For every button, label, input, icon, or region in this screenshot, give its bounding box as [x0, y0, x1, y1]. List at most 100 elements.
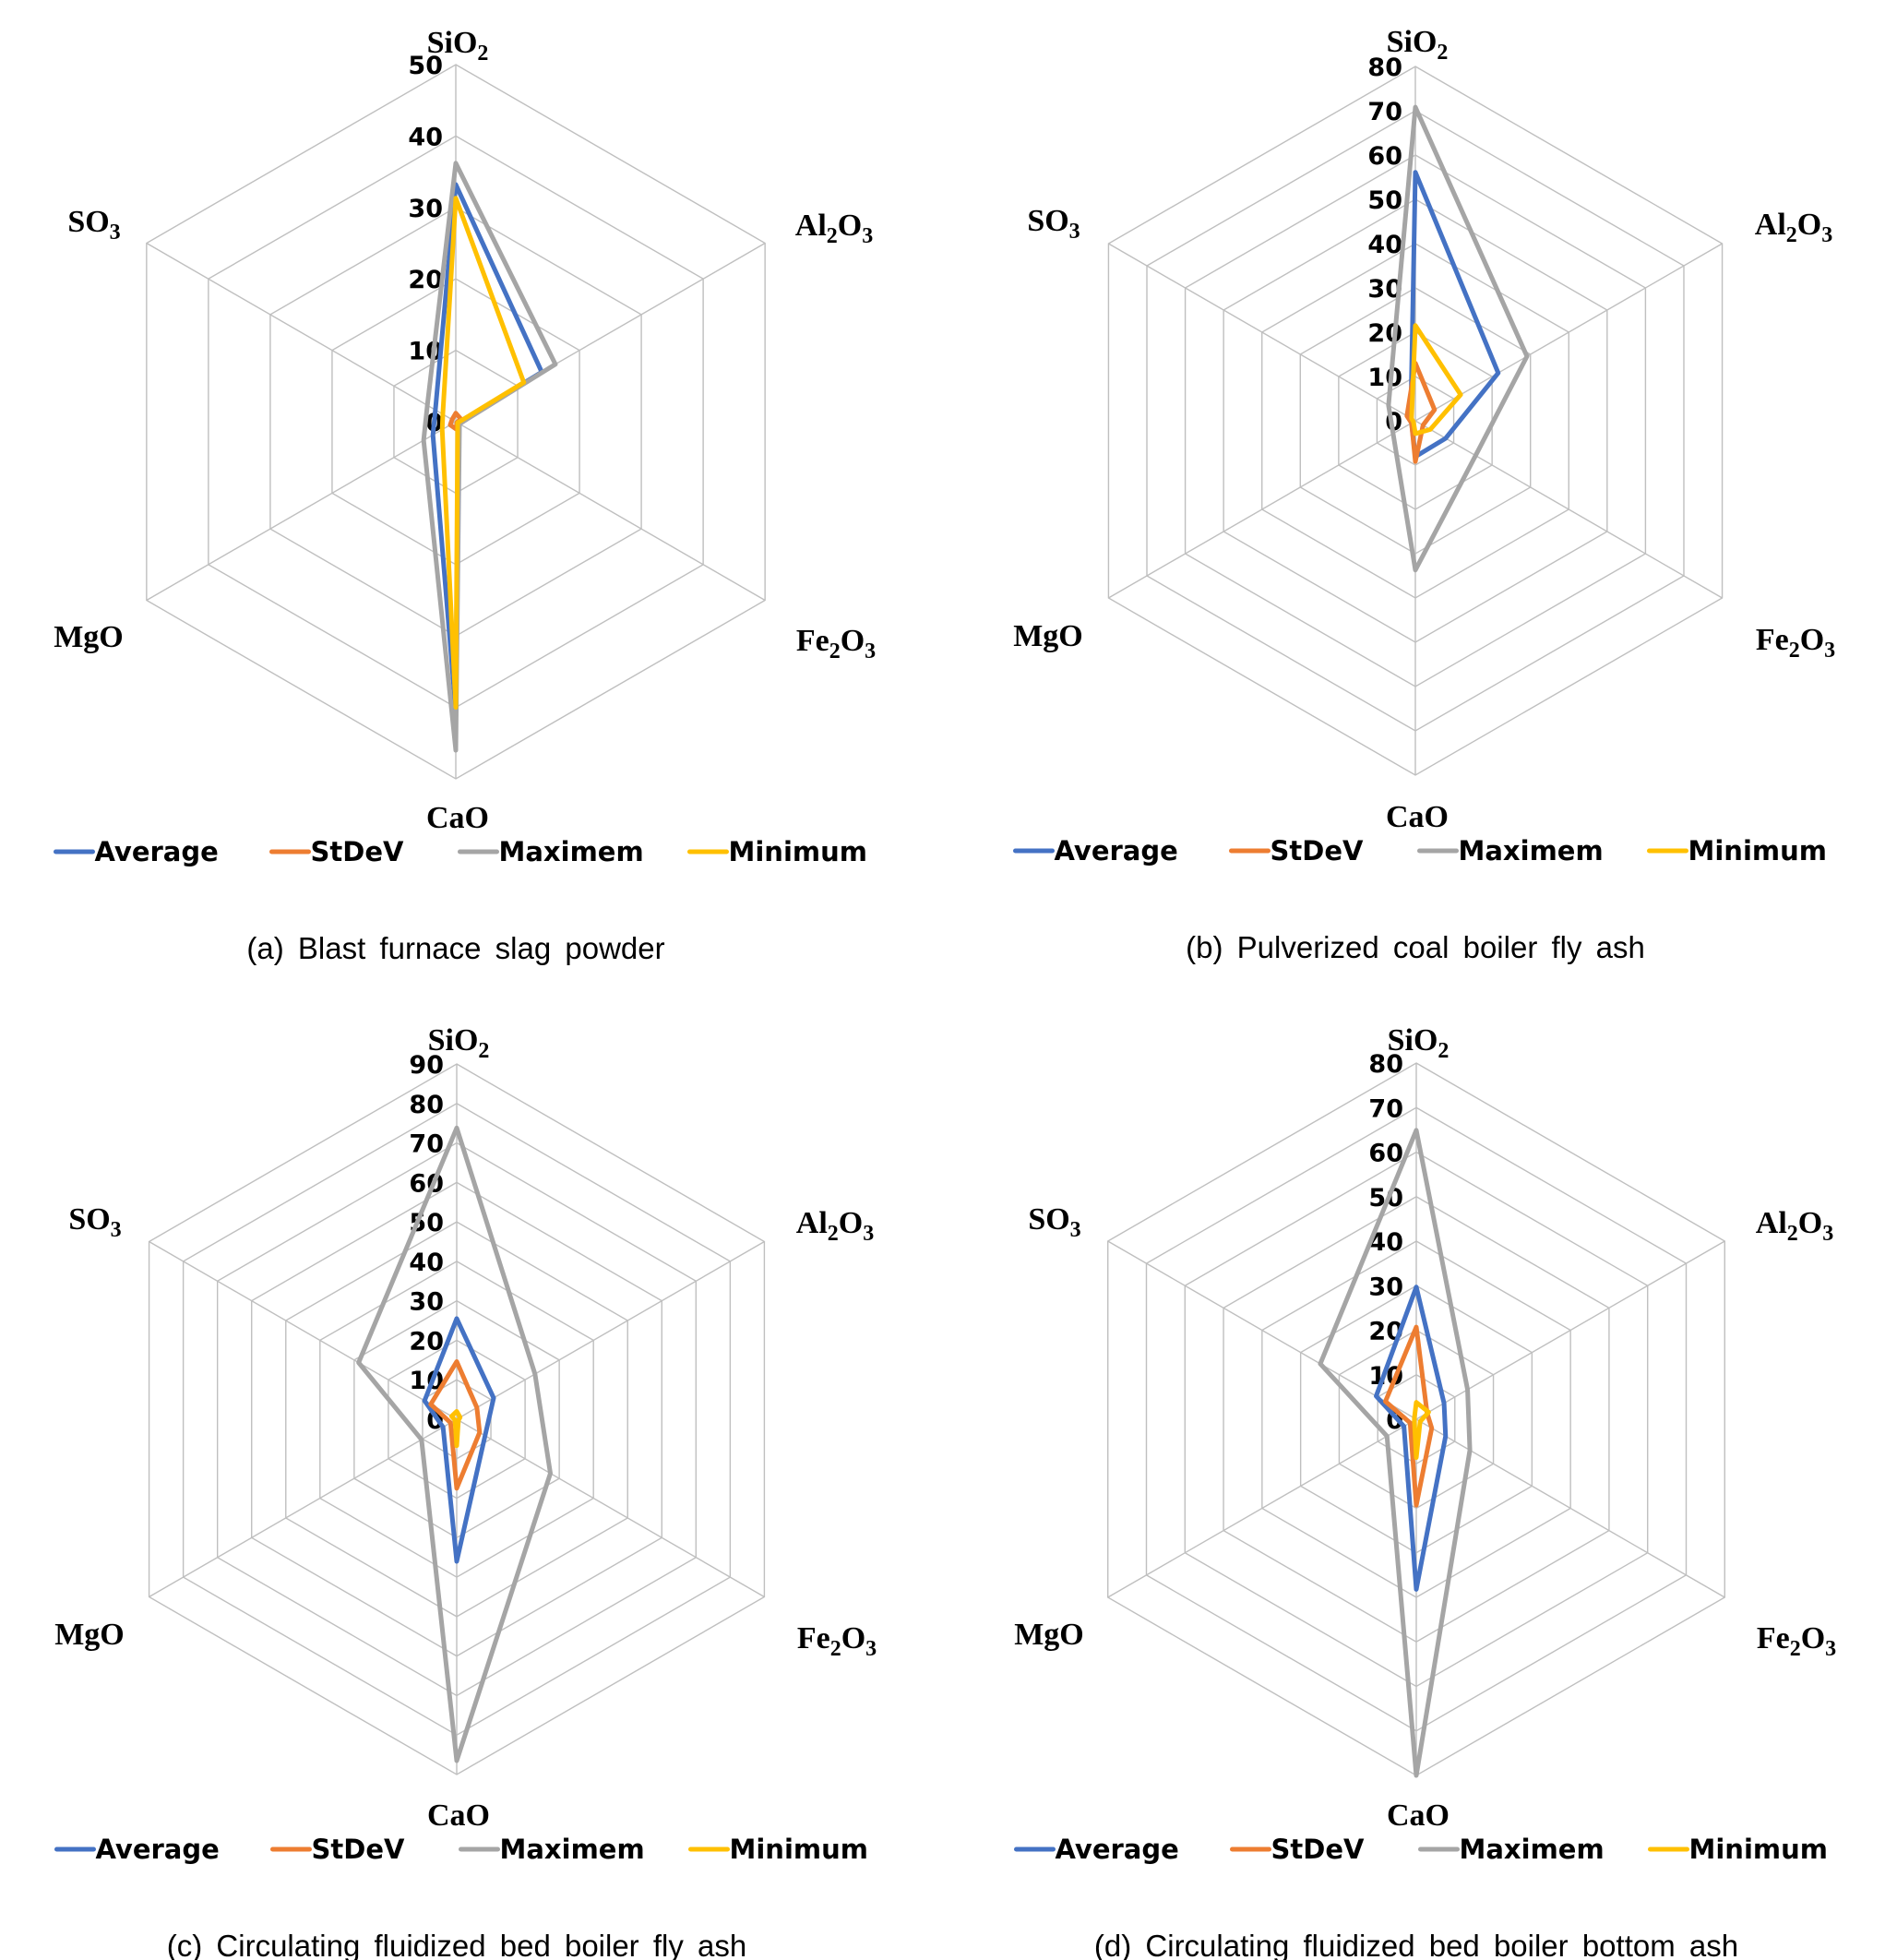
legend-label: Maximem [1460, 1834, 1605, 1865]
axis-label-so3: SO3 [1027, 204, 1080, 244]
chart-caption: (c) Circulating fluidized bed boiler fly… [167, 1929, 746, 1960]
series-maximem [356, 1125, 554, 1763]
axis-label-al2o3: Al2O3 [1756, 1206, 1833, 1246]
legend-label: StDeV [311, 836, 404, 867]
tick-label: 70 [1368, 1094, 1403, 1123]
legend-item-maximem: Maximem [1418, 1834, 1605, 1865]
axis-label-cao: CaO [1387, 1799, 1450, 1833]
axis-label-cao: CaO [1386, 800, 1449, 834]
axis-label-al2o3: Al2O3 [795, 209, 873, 248]
axis-label-sio2: SiO2 [1387, 25, 1449, 65]
legend-label: Minimum [1689, 1834, 1828, 1865]
legend-label: Minimum [729, 836, 867, 867]
legend-item-average: Average [54, 836, 219, 867]
tick-label: 70 [1367, 98, 1402, 126]
radar-chart-b: 01020304050607080SiO2Al2O3Fe2O3CaOMgOSO3… [1013, 25, 1835, 964]
tick-label: 50 [1367, 186, 1402, 215]
radar-chart-d: 01020304050607080SiO2Al2O3Fe2O3CaOMgOSO3… [1014, 1023, 1836, 1960]
tick-label: 80 [1368, 1050, 1403, 1079]
legend-item-maximem: Maximem [458, 836, 644, 867]
axis-spoke-mgo [146, 421, 457, 602]
legend-label: Average [1055, 835, 1178, 866]
axis-label-cao: CaO [427, 1799, 490, 1833]
axis-spoke-fe2o3 [456, 1418, 765, 1598]
axis-spoke-so3 [1107, 1240, 1417, 1420]
axis-label-fe2o3: Fe2O3 [796, 624, 876, 663]
series-stdev [1404, 361, 1438, 464]
legend-item-minimum: Minimum [1648, 1834, 1828, 1865]
tick-label: 10 [408, 338, 443, 366]
tick-label: 70 [409, 1130, 444, 1159]
tick-label: 80 [409, 1091, 444, 1119]
axis-label-mgo: MgO [54, 620, 124, 654]
series-maximem [1386, 104, 1530, 573]
series-minimum [1412, 1400, 1431, 1460]
axis-label-mgo: MgO [1014, 1618, 1084, 1652]
series-stdev [428, 1359, 483, 1491]
axis-label-al2o3: Al2O3 [1755, 208, 1832, 247]
axis-label-sio2: SiO2 [427, 26, 489, 66]
tick-label: 40 [408, 123, 443, 151]
axis-spoke-mgo [149, 1418, 458, 1598]
tick-label: 60 [1367, 142, 1402, 171]
legend-label: StDeV [1271, 1834, 1365, 1865]
legend-item-average: Average [54, 1834, 220, 1865]
series-minimum [1409, 323, 1463, 436]
chart-caption: (a) Blast furnace slag powder [246, 931, 664, 965]
axis-label-sio2: SiO2 [428, 1023, 490, 1063]
axis-label-so3: SO3 [1028, 1202, 1080, 1242]
legend-label: Average [1056, 1834, 1179, 1865]
axis-spoke-so3 [1108, 243, 1416, 422]
tick-label: 20 [408, 266, 443, 294]
legend-item-minimum: Minimum [688, 1834, 868, 1865]
axis-label-fe2o3: Fe2O3 [1757, 1621, 1836, 1661]
tick-label: 80 [1367, 54, 1402, 82]
axis-spoke-mgo [1108, 420, 1416, 599]
radar-chart-a: 01020304050SiO2Al2O3Fe2O3CaOMgOSO3Averag… [54, 26, 876, 965]
axis-spoke-so3 [146, 242, 457, 423]
axis-spoke-fe2o3 [1414, 420, 1723, 599]
chart-caption: (b) Pulverized coal boiler fly ash [1186, 930, 1645, 964]
legend-label: StDeV [1271, 835, 1364, 866]
legend: Average StDeV Maximem Minimum [1014, 1834, 1828, 1865]
legend-label: Maximem [1459, 835, 1604, 866]
legend: Average StDeV Maximem Minimum [1013, 835, 1827, 866]
tick-label: 10 [1367, 364, 1402, 392]
axis-label-mgo: MgO [54, 1618, 125, 1652]
legend-item-minimum: Minimum [687, 836, 867, 867]
axis-label-sio2: SiO2 [1388, 1023, 1450, 1063]
tick-label: 90 [409, 1051, 444, 1080]
axis-spoke-al2o3 [1414, 243, 1723, 422]
legend-label: Minimum [730, 1834, 868, 1865]
legend-item-stdev: StDeV [270, 1834, 405, 1865]
legend: Average StDeV Maximem Minimum [54, 836, 867, 867]
axis-spoke-mgo [1107, 1418, 1417, 1598]
axis-label-fe2o3: Fe2O3 [1756, 623, 1835, 663]
legend-item-maximem: Maximem [459, 1834, 645, 1865]
legend-item-average: Average [1014, 1834, 1179, 1865]
tick-label: 60 [1368, 1140, 1403, 1168]
series-maximem [421, 161, 558, 753]
axis-label-so3: SO3 [68, 1202, 121, 1242]
legend-label: Maximem [499, 836, 644, 867]
series-minimum [448, 1408, 463, 1449]
legend-item-stdev: StDeV [1230, 1834, 1365, 1865]
legend-label: Minimum [1688, 835, 1827, 866]
axis-spoke-so3 [149, 1240, 458, 1420]
radar-chart-c: 0102030405060708090SiO2Al2O3Fe2O3CaOMgOS… [54, 1023, 877, 1960]
legend-item-maximem: Maximem [1417, 835, 1604, 866]
legend-label: Maximem [500, 1834, 645, 1865]
series-average [1374, 1285, 1449, 1592]
axis-spoke-fe2o3 [455, 421, 766, 602]
series-maximem [1318, 1128, 1473, 1778]
legend-item-stdev: StDeV [269, 836, 404, 867]
legend: Average StDeV Maximem Minimum [54, 1834, 868, 1865]
axis-spoke-al2o3 [456, 1240, 765, 1420]
tick-label: 40 [409, 1249, 444, 1277]
series-average [422, 1316, 496, 1564]
axis-label-fe2o3: Fe2O3 [797, 1621, 877, 1661]
legend-item-average: Average [1013, 835, 1178, 866]
tick-label: 30 [408, 195, 443, 223]
